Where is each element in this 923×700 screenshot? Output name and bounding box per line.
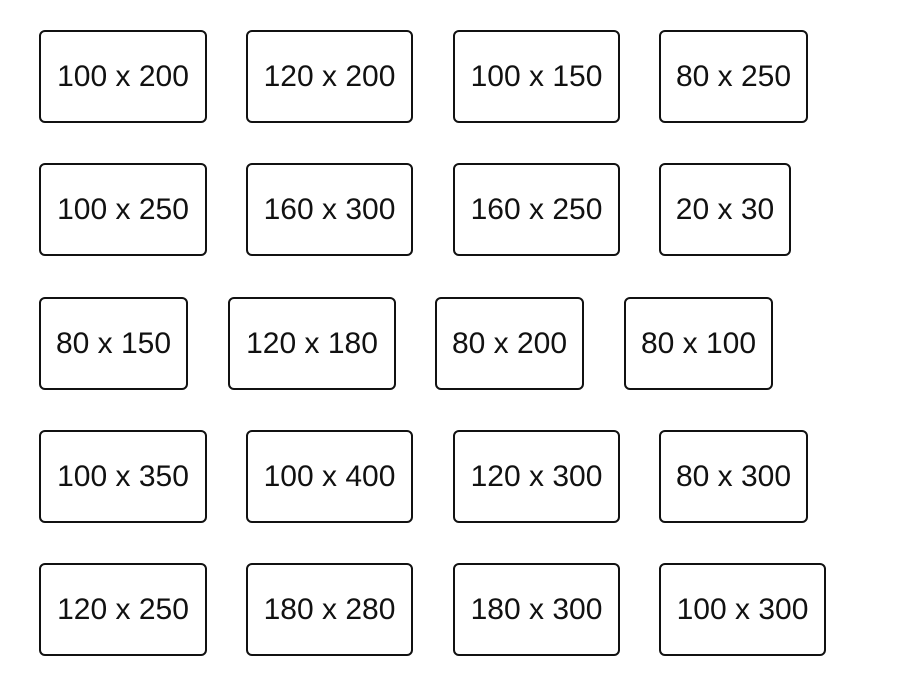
size-button[interactable]: 160 x 250 [453, 163, 620, 256]
size-button[interactable]: 100 x 250 [39, 163, 207, 256]
size-button[interactable]: 20 x 30 [659, 163, 791, 256]
size-button[interactable]: 80 x 150 [39, 297, 188, 390]
size-button[interactable]: 100 x 400 [246, 430, 413, 523]
size-button[interactable]: 80 x 200 [435, 297, 584, 390]
size-button[interactable]: 100 x 200 [39, 30, 207, 123]
size-button[interactable]: 100 x 150 [453, 30, 620, 123]
size-button[interactable]: 180 x 280 [246, 563, 413, 656]
size-button[interactable]: 80 x 300 [659, 430, 808, 523]
size-button[interactable]: 80 x 250 [659, 30, 808, 123]
size-button[interactable]: 120 x 200 [246, 30, 413, 123]
size-button[interactable]: 120 x 250 [39, 563, 207, 656]
size-button[interactable]: 100 x 350 [39, 430, 207, 523]
size-button[interactable]: 180 x 300 [453, 563, 620, 656]
size-button[interactable]: 80 x 100 [624, 297, 773, 390]
size-button[interactable]: 120 x 300 [453, 430, 620, 523]
size-button[interactable]: 160 x 300 [246, 163, 413, 256]
size-button[interactable]: 100 x 300 [659, 563, 826, 656]
size-button[interactable]: 120 x 180 [228, 297, 396, 390]
